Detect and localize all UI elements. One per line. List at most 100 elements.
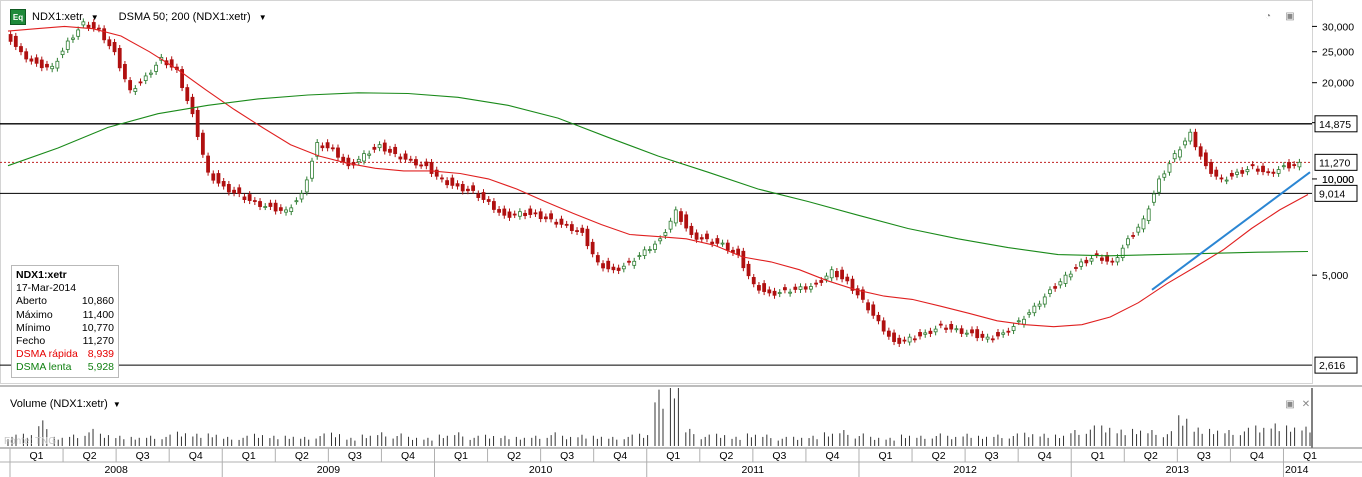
candle-body xyxy=(1037,303,1042,307)
candle-body xyxy=(419,164,424,167)
maximize-pane-icon[interactable]: ▣ xyxy=(1285,399,1295,410)
candle-body xyxy=(1011,326,1016,331)
candle-body xyxy=(1229,172,1234,177)
candle-body xyxy=(13,35,18,47)
chevron-down-icon[interactable]: ▼ xyxy=(112,400,121,409)
candle-body xyxy=(268,202,273,207)
candle-body xyxy=(445,180,450,186)
candle-body xyxy=(29,58,34,62)
legend-title: NDX1:xetr xyxy=(16,269,67,281)
candle-body xyxy=(699,237,704,240)
last-price-label: 11,270 xyxy=(1319,157,1350,169)
candle-body xyxy=(824,275,829,280)
chevron-down-icon[interactable]: ▼ xyxy=(90,12,99,22)
candle-body xyxy=(569,224,574,231)
candle-body xyxy=(575,230,579,232)
candle-body xyxy=(388,148,392,153)
candle-body xyxy=(1131,235,1136,237)
candle-body xyxy=(788,291,793,294)
candle-body xyxy=(1203,152,1208,167)
quarter-label: Q2 xyxy=(295,450,309,462)
candle-body xyxy=(902,339,907,342)
volume-label[interactable]: Volume (NDX1:xetr) xyxy=(10,398,108,410)
candle-body xyxy=(398,156,403,160)
candle-body xyxy=(819,280,824,283)
candle-body xyxy=(346,157,351,167)
candle-body xyxy=(543,216,548,220)
candle-body xyxy=(1276,169,1281,174)
candle-body xyxy=(455,183,460,187)
candle-body xyxy=(642,249,647,256)
clock-icon[interactable]: ◔ xyxy=(1264,11,1272,22)
year-label: 2011 xyxy=(742,464,765,476)
candle-body xyxy=(855,288,860,296)
candle-body xyxy=(1110,260,1115,263)
candle-body xyxy=(975,329,980,339)
candle-body xyxy=(310,160,314,179)
candle-body xyxy=(1006,330,1011,333)
candle-body xyxy=(138,81,143,84)
candle-body xyxy=(185,87,190,102)
candle-body xyxy=(897,337,902,344)
candle-body xyxy=(315,142,320,157)
quarter-label: Q1 xyxy=(30,450,44,462)
y-tick-label: 10,000 xyxy=(1322,174,1354,186)
candle-body xyxy=(325,142,330,149)
candle-body xyxy=(923,332,928,335)
legend-row-slow-ma: DSMA lenta 5,928 xyxy=(16,361,114,374)
candle-body xyxy=(1177,149,1182,158)
candle-body xyxy=(1250,164,1255,167)
candle-body xyxy=(1022,318,1026,325)
candle-body xyxy=(200,132,205,155)
candle-body xyxy=(834,271,839,278)
quarter-label: Q4 xyxy=(1250,450,1264,462)
year-label: 2012 xyxy=(953,464,977,476)
candle-body xyxy=(694,232,699,240)
candle-body xyxy=(1120,247,1125,258)
quarter-label: Q3 xyxy=(985,450,999,462)
legend-row-fast-ma: DSMA rápida 8,939 xyxy=(16,348,114,361)
candle-body xyxy=(216,173,221,184)
candle-body xyxy=(491,201,496,210)
candle-body xyxy=(959,328,964,334)
legend-row-open: Aberto 10,860 xyxy=(16,295,114,308)
quarter-label: Q4 xyxy=(1038,450,1052,462)
candle-body xyxy=(424,161,429,167)
candle-body xyxy=(1084,259,1089,264)
candle-body xyxy=(653,243,657,250)
close-pane-icon[interactable]: ✕ xyxy=(1301,399,1311,410)
candle-body xyxy=(1032,305,1037,314)
candle-body xyxy=(263,206,268,208)
year-label: 2010 xyxy=(529,464,553,476)
candle-body xyxy=(1053,286,1058,289)
candle-body xyxy=(793,286,798,290)
candle-body xyxy=(741,250,746,269)
candle-body xyxy=(523,212,527,217)
candle-body xyxy=(133,88,138,92)
candle-body xyxy=(1094,253,1099,256)
candle-body xyxy=(996,332,1000,337)
candle-body xyxy=(1235,171,1239,175)
quarter-label: Q1 xyxy=(242,450,256,462)
study-label[interactable]: DSMA 50; 200 (NDX1:xetr) xyxy=(118,11,251,23)
candle-body xyxy=(403,153,408,160)
candle-body xyxy=(809,286,813,290)
candle-body xyxy=(294,200,299,203)
hline-price-label-box xyxy=(1314,356,1358,374)
maximize-pane-icon[interactable]: ▣ xyxy=(1285,11,1295,22)
candle-body xyxy=(1115,257,1120,263)
candle-body xyxy=(1245,169,1250,173)
horizontal-lines xyxy=(0,123,1312,366)
chevron-down-icon[interactable]: ▼ xyxy=(258,12,267,22)
candle-body xyxy=(258,201,262,207)
candle-body xyxy=(751,277,756,285)
candle-body xyxy=(97,27,101,30)
candle-body xyxy=(1255,168,1260,172)
candle-body xyxy=(886,330,891,337)
candle-body xyxy=(616,267,621,271)
candle-body xyxy=(814,282,819,285)
hline-price-label: 2,616 xyxy=(1319,360,1345,372)
symbol-label[interactable]: NDX1:xetr xyxy=(32,11,83,23)
candle-body xyxy=(8,34,13,42)
